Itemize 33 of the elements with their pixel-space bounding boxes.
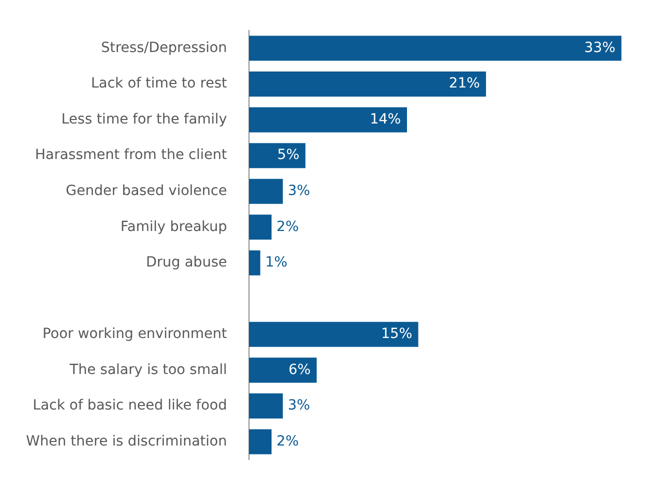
y-tick-label: Lack of basic need like food (32, 398, 227, 414)
y-tick-label: Drug abuse (146, 254, 227, 271)
data-label: 14% (370, 111, 401, 128)
data-label: 21% (448, 76, 480, 92)
data-label: 1% (265, 254, 288, 271)
data-label: 3% (288, 182, 310, 199)
bar (248, 429, 272, 454)
bar (248, 143, 306, 168)
y-tick-label: Family breakup (120, 218, 228, 235)
bar (248, 250, 260, 276)
bar (248, 393, 283, 418)
y-tick-label: Poor working environment (42, 326, 228, 342)
data-label: 5% (277, 147, 300, 164)
data-label: 6% (288, 362, 311, 378)
y-tick-label: Less time for the family (61, 111, 227, 128)
y-tick-label: Lack of time to rest (90, 76, 228, 92)
bar (248, 107, 407, 132)
data-label: 2% (276, 433, 299, 450)
y-tick-label: Gender based violence (66, 182, 227, 199)
data-label: 33% (584, 40, 616, 56)
y-tick-label: Harassment from the client (34, 147, 228, 164)
bar (248, 178, 283, 204)
y-tick-label: When there is discrimination (26, 433, 227, 450)
bar (248, 72, 486, 97)
y-tick-label: The salary is too small (68, 362, 227, 378)
y-tick-label: Stress/Depression (100, 40, 227, 56)
bar (248, 214, 272, 240)
data-label: 3% (288, 398, 310, 414)
data-label: 2% (276, 218, 299, 235)
bar (248, 322, 418, 347)
bar (248, 358, 317, 383)
data-label: 15% (381, 326, 412, 342)
bar (248, 36, 622, 61)
